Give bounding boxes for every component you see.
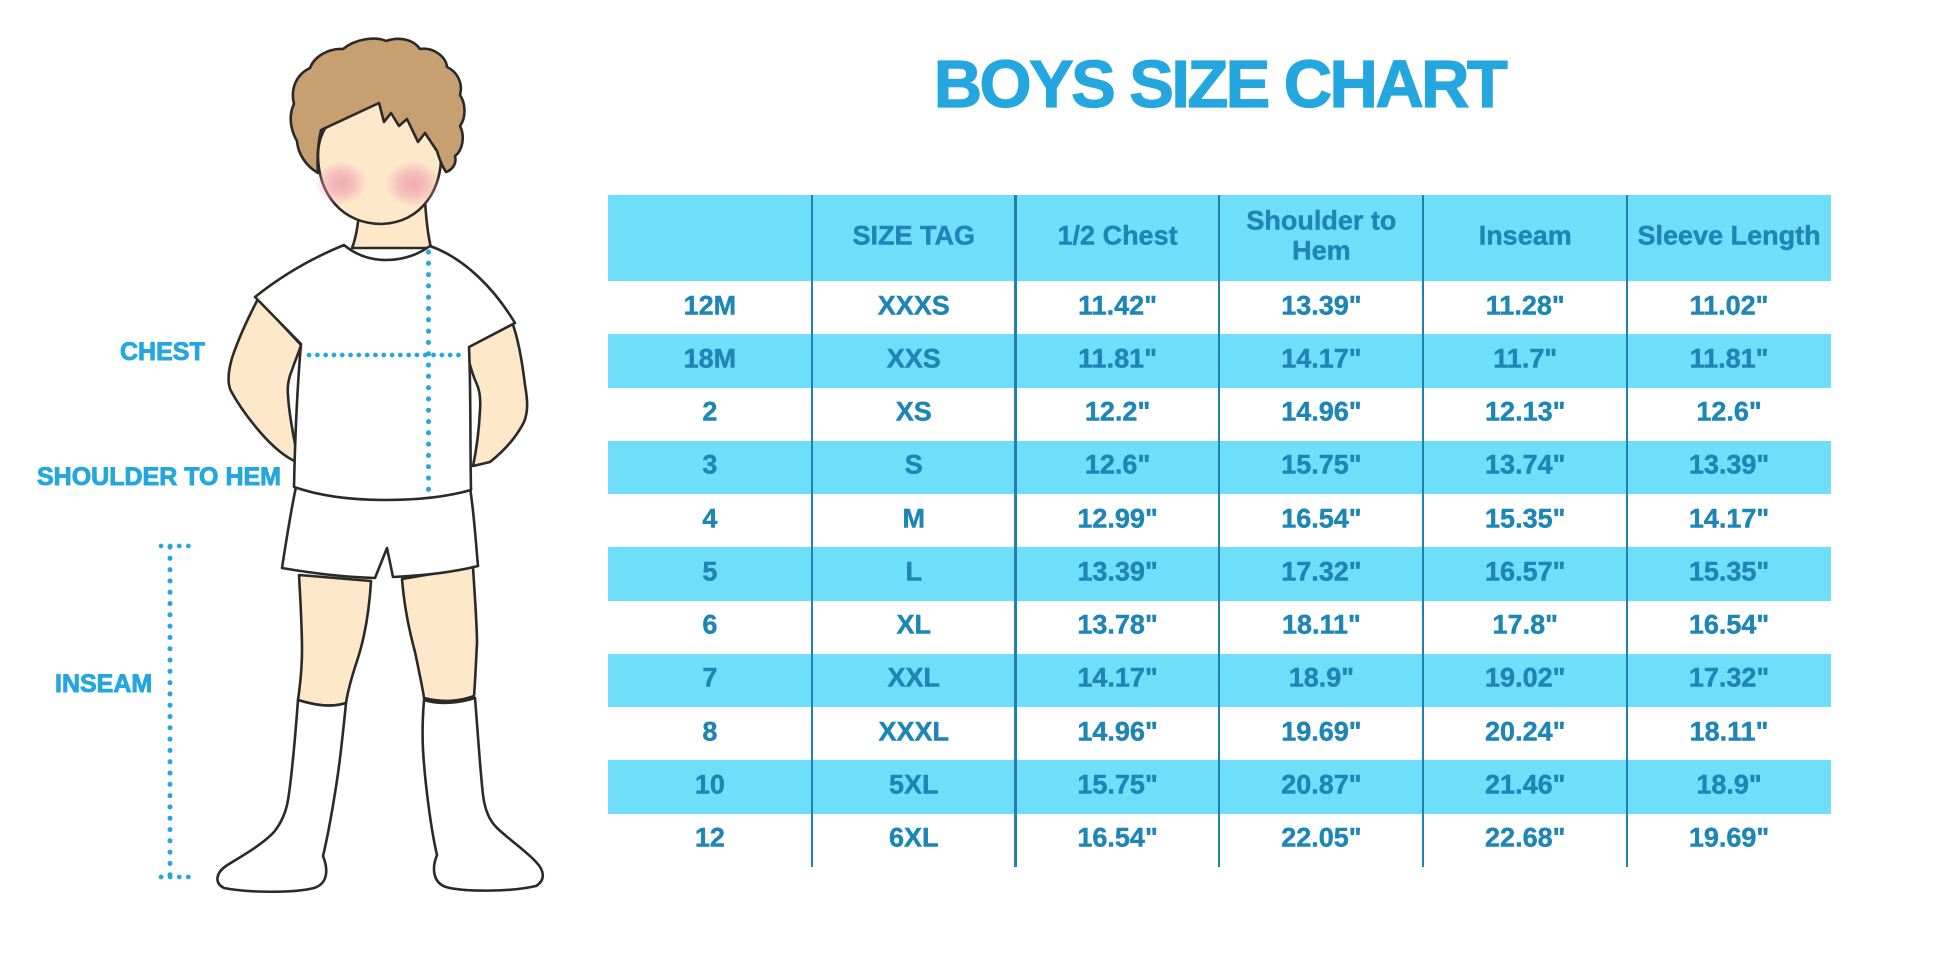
- svg-text:SHOULDER TO HEM: SHOULDER TO HEM: [37, 463, 281, 491]
- svg-text:INSEAM: INSEAM: [55, 670, 152, 698]
- svg-text:CHEST: CHEST: [120, 338, 205, 366]
